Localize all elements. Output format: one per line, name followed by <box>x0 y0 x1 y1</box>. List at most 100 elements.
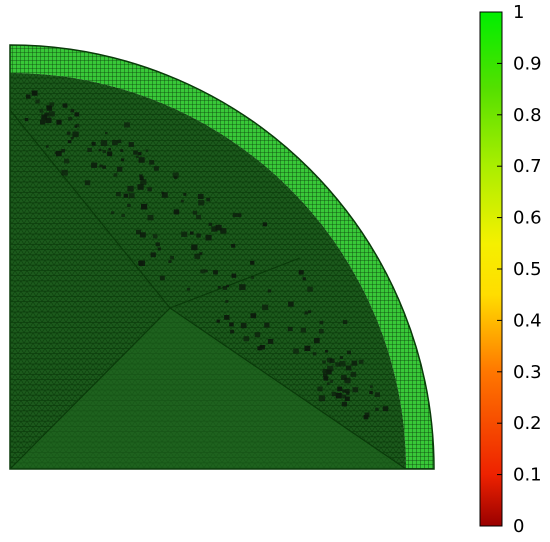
defect-cell <box>267 339 274 344</box>
colorbar-tick-label: 0.7 <box>513 156 542 177</box>
defect-cell <box>70 136 74 140</box>
defect-cell <box>216 319 220 323</box>
defect-cell <box>49 102 55 107</box>
defect-cell <box>68 116 73 121</box>
defect-cell <box>61 149 65 153</box>
defect-cell <box>157 247 161 251</box>
defect-cell <box>319 320 324 325</box>
defect-cell <box>226 284 230 288</box>
defect-cell <box>329 379 333 383</box>
defect-cell <box>138 157 145 163</box>
defect-cell <box>100 140 108 146</box>
defect-cell <box>196 233 201 238</box>
defect-cell <box>138 260 145 266</box>
colorbar-tick-label: 0.8 <box>513 105 542 126</box>
defect-cell <box>298 270 304 275</box>
defect-cell <box>123 193 129 198</box>
defect-cell <box>127 203 131 207</box>
defect-cell <box>318 395 326 402</box>
defect-cell <box>168 260 172 263</box>
partition-line <box>169 257 301 309</box>
defect-cell <box>344 396 350 401</box>
defect-cell <box>141 203 148 210</box>
defect-cell <box>382 406 389 412</box>
defect-cell <box>262 222 267 227</box>
defect-cell <box>341 401 347 407</box>
defect-cell <box>192 210 198 215</box>
defect-cell <box>149 160 155 165</box>
defect-cell <box>44 112 49 117</box>
defect-cell <box>56 151 62 157</box>
defect-cell <box>35 99 40 104</box>
defect-cell <box>240 323 247 329</box>
defect-cell <box>345 389 350 394</box>
defect-cell <box>229 322 234 327</box>
defect-cell <box>264 322 270 328</box>
defect-cell <box>300 327 306 333</box>
defect-cell <box>317 386 323 392</box>
defect-cell <box>107 151 113 157</box>
defect-cell <box>220 228 227 234</box>
defect-cell <box>364 412 370 417</box>
colorbar-tick-label: 0.6 <box>513 208 542 229</box>
defect-cell <box>342 389 346 393</box>
defect-cell <box>183 193 187 196</box>
defect-cell <box>211 226 218 232</box>
defect-cell <box>222 286 228 290</box>
colorbar-tick-label: 0.2 <box>513 413 542 434</box>
defect-cell <box>127 185 134 192</box>
defect-cell <box>136 155 139 158</box>
partition-line <box>9 307 171 470</box>
defect-cell <box>102 165 106 169</box>
defect-cell <box>186 287 190 291</box>
defect-cell <box>205 234 212 241</box>
defect-cell <box>197 193 204 199</box>
defect-cell <box>344 377 351 384</box>
defect-cell <box>250 260 255 265</box>
defect-cell <box>39 109 44 113</box>
defect-cell <box>287 326 293 332</box>
defect-cell <box>196 214 202 220</box>
defect-cell <box>262 304 269 311</box>
defect-cell <box>206 197 211 202</box>
defect-cell <box>250 313 257 319</box>
defect-cell <box>133 150 138 155</box>
defect-cell <box>153 166 159 171</box>
defect-cell <box>191 244 198 251</box>
defect-cell <box>304 311 308 315</box>
defect-cell <box>352 387 359 393</box>
defect-cell <box>363 415 369 420</box>
defect-cell <box>139 176 144 180</box>
defect-cell <box>342 320 348 324</box>
defect-cell <box>117 166 123 172</box>
defect-cell <box>375 407 379 411</box>
defect-cell <box>230 329 235 334</box>
defect-cell <box>99 164 103 168</box>
defect-cell <box>341 394 347 399</box>
defect-cell <box>172 172 179 178</box>
colorbar-tick-label: 0.9 <box>513 53 542 74</box>
defect-cell <box>200 269 205 274</box>
defect-cell <box>152 234 158 239</box>
core-triangle-region <box>10 308 406 469</box>
defect-cell <box>31 90 38 96</box>
defect-cell <box>194 253 201 259</box>
colorbar-tick-label: 1 <box>513 2 524 23</box>
defect-cell <box>137 184 144 190</box>
colorbar-tick-label: 0.5 <box>513 259 542 280</box>
defect-cell <box>66 131 71 135</box>
colorbar-tick-label: 0 <box>513 516 524 537</box>
defect-cell <box>121 158 125 162</box>
defect-cell <box>231 244 236 248</box>
defect-cell <box>224 315 230 320</box>
defect-cell <box>199 252 203 255</box>
defect-cell <box>87 147 92 152</box>
defect-cell <box>322 360 326 364</box>
mesh-partition-lines <box>9 109 407 470</box>
defect-cell <box>159 275 165 281</box>
defect-cell <box>257 346 262 351</box>
defect-cell <box>215 224 222 231</box>
defect-cell <box>117 139 122 144</box>
defect-cell <box>181 231 188 237</box>
